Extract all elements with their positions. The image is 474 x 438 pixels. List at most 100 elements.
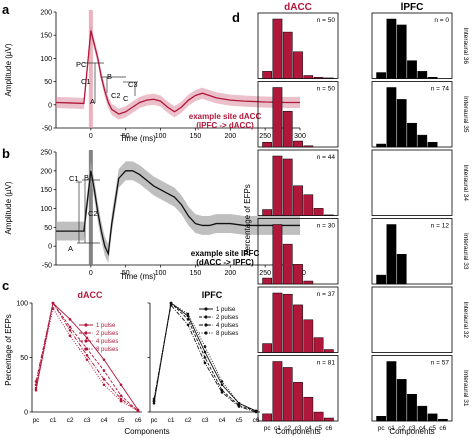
data-point (68, 334, 72, 338)
panel-d-xlabel-right: Components (389, 427, 434, 436)
svg-text:1 pulse: 1 pulse (216, 307, 236, 313)
histogram-bar (262, 141, 273, 148)
data-point (237, 401, 241, 405)
x-tick-label: 100 (155, 133, 167, 140)
histogram-bar (303, 194, 314, 216)
label-b: B (107, 72, 112, 81)
histogram-bar (303, 75, 314, 79)
data-point (203, 350, 207, 354)
x-tick-label: c3 (84, 417, 91, 424)
histogram-bar (427, 77, 438, 79)
n-count-label: n = 74 (431, 86, 450, 93)
histogram-bar (293, 264, 303, 285)
histogram-bar (376, 274, 387, 285)
panel-b-plot (56, 150, 300, 265)
x-tick-label: c6 (325, 425, 332, 432)
histogram-bar (262, 71, 273, 79)
legend-item-4-pulses: 4 pulses (79, 339, 118, 345)
data-point (220, 391, 224, 394)
data-point (34, 386, 38, 390)
row-label: Interaural 31 (462, 370, 469, 407)
panel-d-right-title: lPFC (401, 2, 424, 13)
series-8-pulses (34, 307, 140, 413)
histogram-bar (293, 185, 303, 216)
histogram-row: n = 50 n = 74 Interaural 35 (257, 81, 469, 148)
histogram-row: n = 44 Interaural 34 (257, 149, 469, 216)
panel-c-lpfc-plot: pc c1 c2 c3 c4 c5 c6 (147, 301, 260, 424)
histogram-bar (262, 343, 273, 353)
panel-a-ylabel: Amplitude (µV) (4, 43, 13, 96)
error-band (56, 24, 300, 120)
svg-text:1 pulse: 1 pulse (96, 323, 116, 329)
histogram-bar (407, 122, 417, 148)
histogram-bar (262, 413, 273, 422)
stimulus-artifact (88, 10, 93, 128)
histogram-bar (396, 379, 407, 422)
n-count-label: n = 44 (317, 154, 336, 161)
panel-b-xlabel: Time (ms) (120, 272, 156, 281)
panel-d-letter: d (232, 10, 240, 25)
histogram-dacc: n = 81 pc c1 c2 c3 c4 c5 c6 (257, 355, 339, 432)
y-tick-label: -50 (42, 126, 52, 133)
panel-a-note2: (lPFC -> dACC) (196, 121, 254, 130)
svg-text:2 pulses: 2 pulses (96, 331, 118, 337)
y-tick-label: -50 (42, 263, 52, 270)
histogram-bar (272, 155, 283, 216)
x-tick-label: pc (378, 425, 386, 432)
y-tick-label: 200 (40, 168, 52, 175)
x-tick-label: c2 (67, 417, 74, 424)
histogram-bar (427, 141, 438, 148)
panel-a-annotation-lines (84, 62, 138, 103)
histogram-lpfc: n = 0 (371, 12, 453, 79)
label-a: A (90, 97, 95, 106)
histogram-bar (262, 277, 273, 285)
y-tick-label: 250 (40, 150, 52, 157)
histogram-bar (407, 60, 417, 79)
histogram-bar (272, 292, 283, 353)
x-tick-label: 200 (224, 270, 236, 277)
data-point (34, 388, 38, 392)
x-tick-label: 50 (122, 133, 130, 140)
histogram-bar (272, 224, 283, 285)
histogram-bar (282, 111, 293, 148)
histogram-lpfc (371, 286, 453, 353)
x-tick-label: c2 (398, 425, 405, 432)
histogram-bar (282, 158, 293, 216)
legend-item-1-pulse: 1 pulse (199, 307, 236, 313)
svg-text:2 pulses: 2 pulses (216, 315, 238, 321)
panel-a-note1: example site dACC (189, 112, 262, 121)
histogram-bar (262, 209, 273, 216)
histogram-lpfc (371, 149, 453, 216)
histogram-dacc: n = 50 (257, 12, 339, 79)
histogram-bar (376, 415, 387, 422)
data-point (102, 378, 106, 381)
x-tick-label: c4 (219, 417, 226, 424)
x-tick-label: c6 (439, 425, 446, 432)
y-tick-label: 0 (24, 410, 28, 417)
data-point (237, 405, 241, 408)
panel-c-letter: c (2, 278, 9, 293)
n-count-label: n = 37 (317, 291, 336, 298)
histogram-bar (272, 361, 283, 422)
histogram-frame (371, 286, 453, 353)
x-tick-label: 100 (155, 270, 167, 277)
histogram-bar (282, 243, 293, 285)
panel-d-left-title: dACC (284, 2, 312, 13)
label-c3: C3 (128, 80, 138, 89)
panel-a-plot (55, 10, 300, 128)
panel-c-left-title: dACC (78, 290, 103, 300)
histogram-bar (386, 18, 397, 79)
series-line (35, 301, 139, 412)
histogram-bar (293, 51, 303, 79)
n-count-label: n = 57 (431, 360, 450, 367)
histogram-bar (386, 361, 397, 422)
histogram-bar (282, 31, 293, 79)
y-tick-label: 50 (20, 355, 28, 362)
legend-item-4-pulses: 4 pulses (199, 323, 238, 329)
histogram-bar (303, 145, 314, 148)
panel-a-component-labels: PC C1 A B C2 C3 C (76, 60, 138, 106)
data-point (152, 399, 156, 403)
x-tick-label: c3 (295, 425, 302, 432)
data-point (119, 394, 123, 397)
series-line (35, 301, 139, 412)
